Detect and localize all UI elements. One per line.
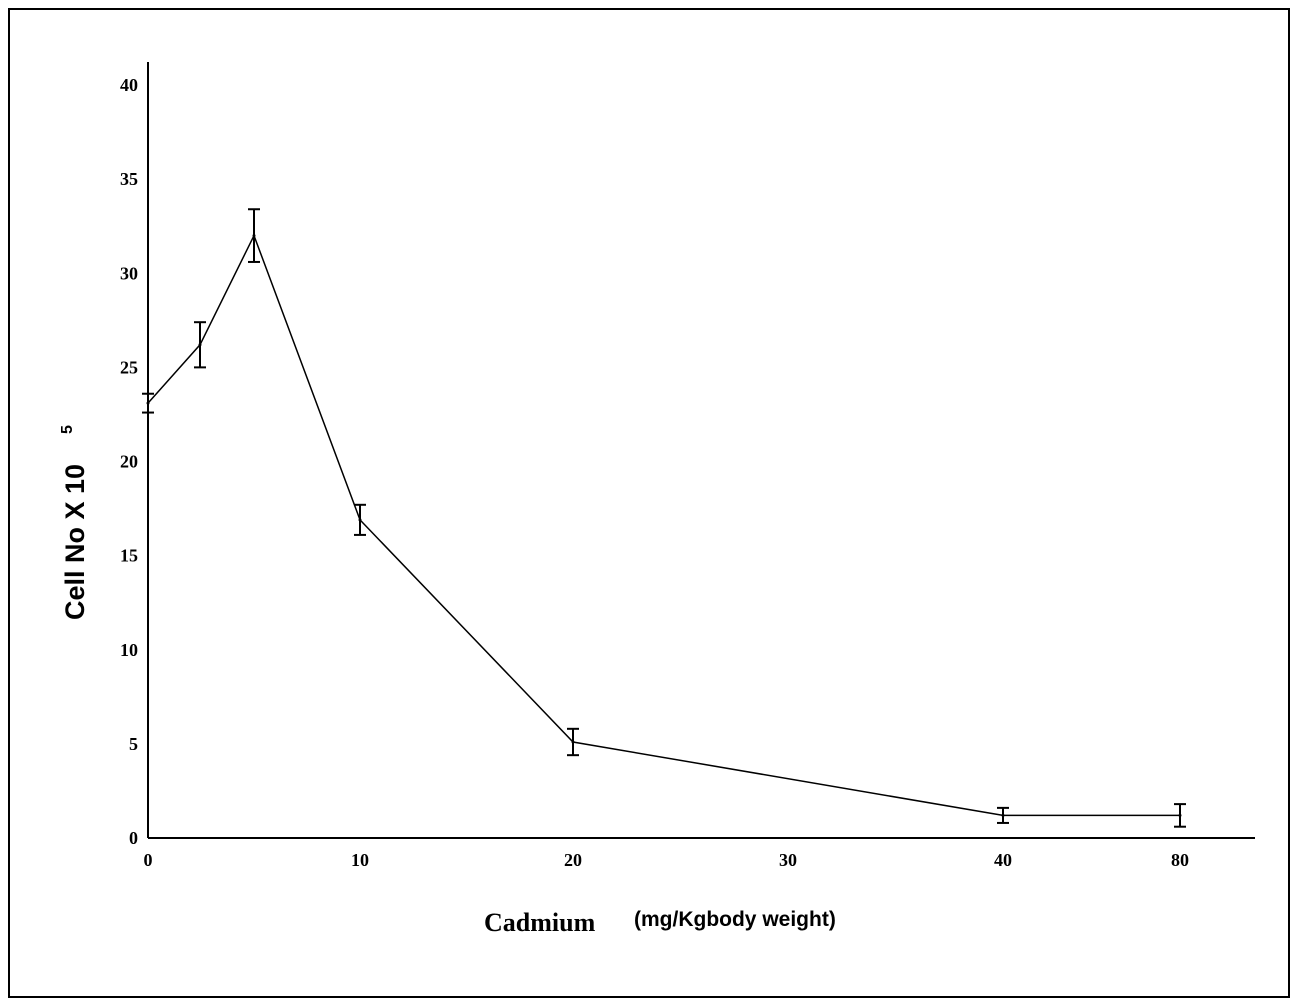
y-tick-label: 10	[120, 640, 138, 660]
y-tick-label: 40	[120, 75, 138, 95]
series-line	[147, 233, 1180, 817]
y-tick-label: 0	[129, 828, 138, 848]
y-tick-label: 15	[120, 546, 138, 566]
y-axis-label: Cell No X 10	[60, 464, 90, 620]
data-point	[571, 740, 575, 744]
x-tick-label: 10	[351, 850, 369, 870]
data-point	[1001, 813, 1005, 817]
y-tick-label: 5	[129, 734, 138, 754]
chart-frame	[8, 8, 1290, 998]
data-point	[146, 401, 150, 405]
y-tick-labels: 0 5 10 15 20 25 30 35 40	[120, 75, 138, 848]
x-axis-label: Cadmium	[484, 908, 596, 937]
x-tick-label: 80	[1171, 850, 1189, 870]
x-tick-labels: 0 10 20 30 40 80	[144, 850, 1190, 870]
y-tick-label: 30	[120, 263, 138, 283]
x-tick-label: 0	[144, 850, 153, 870]
x-tick-label: 20	[564, 850, 582, 870]
x-tick-label: 30	[779, 850, 797, 870]
axes	[147, 62, 1255, 839]
y-axis-label-exponent: 5	[59, 425, 76, 434]
data-point	[252, 234, 256, 238]
data-point	[358, 518, 362, 522]
data-point	[198, 343, 202, 347]
y-tick-label: 35	[120, 169, 138, 189]
series	[142, 208, 1186, 828]
x-tick-label: 40	[994, 850, 1012, 870]
y-tick-label: 25	[120, 357, 138, 377]
y-tick-label: 20	[120, 452, 138, 472]
x-axis-unit-label: (mg/Kgbody weight)	[634, 908, 836, 931]
data-point	[1178, 813, 1182, 817]
